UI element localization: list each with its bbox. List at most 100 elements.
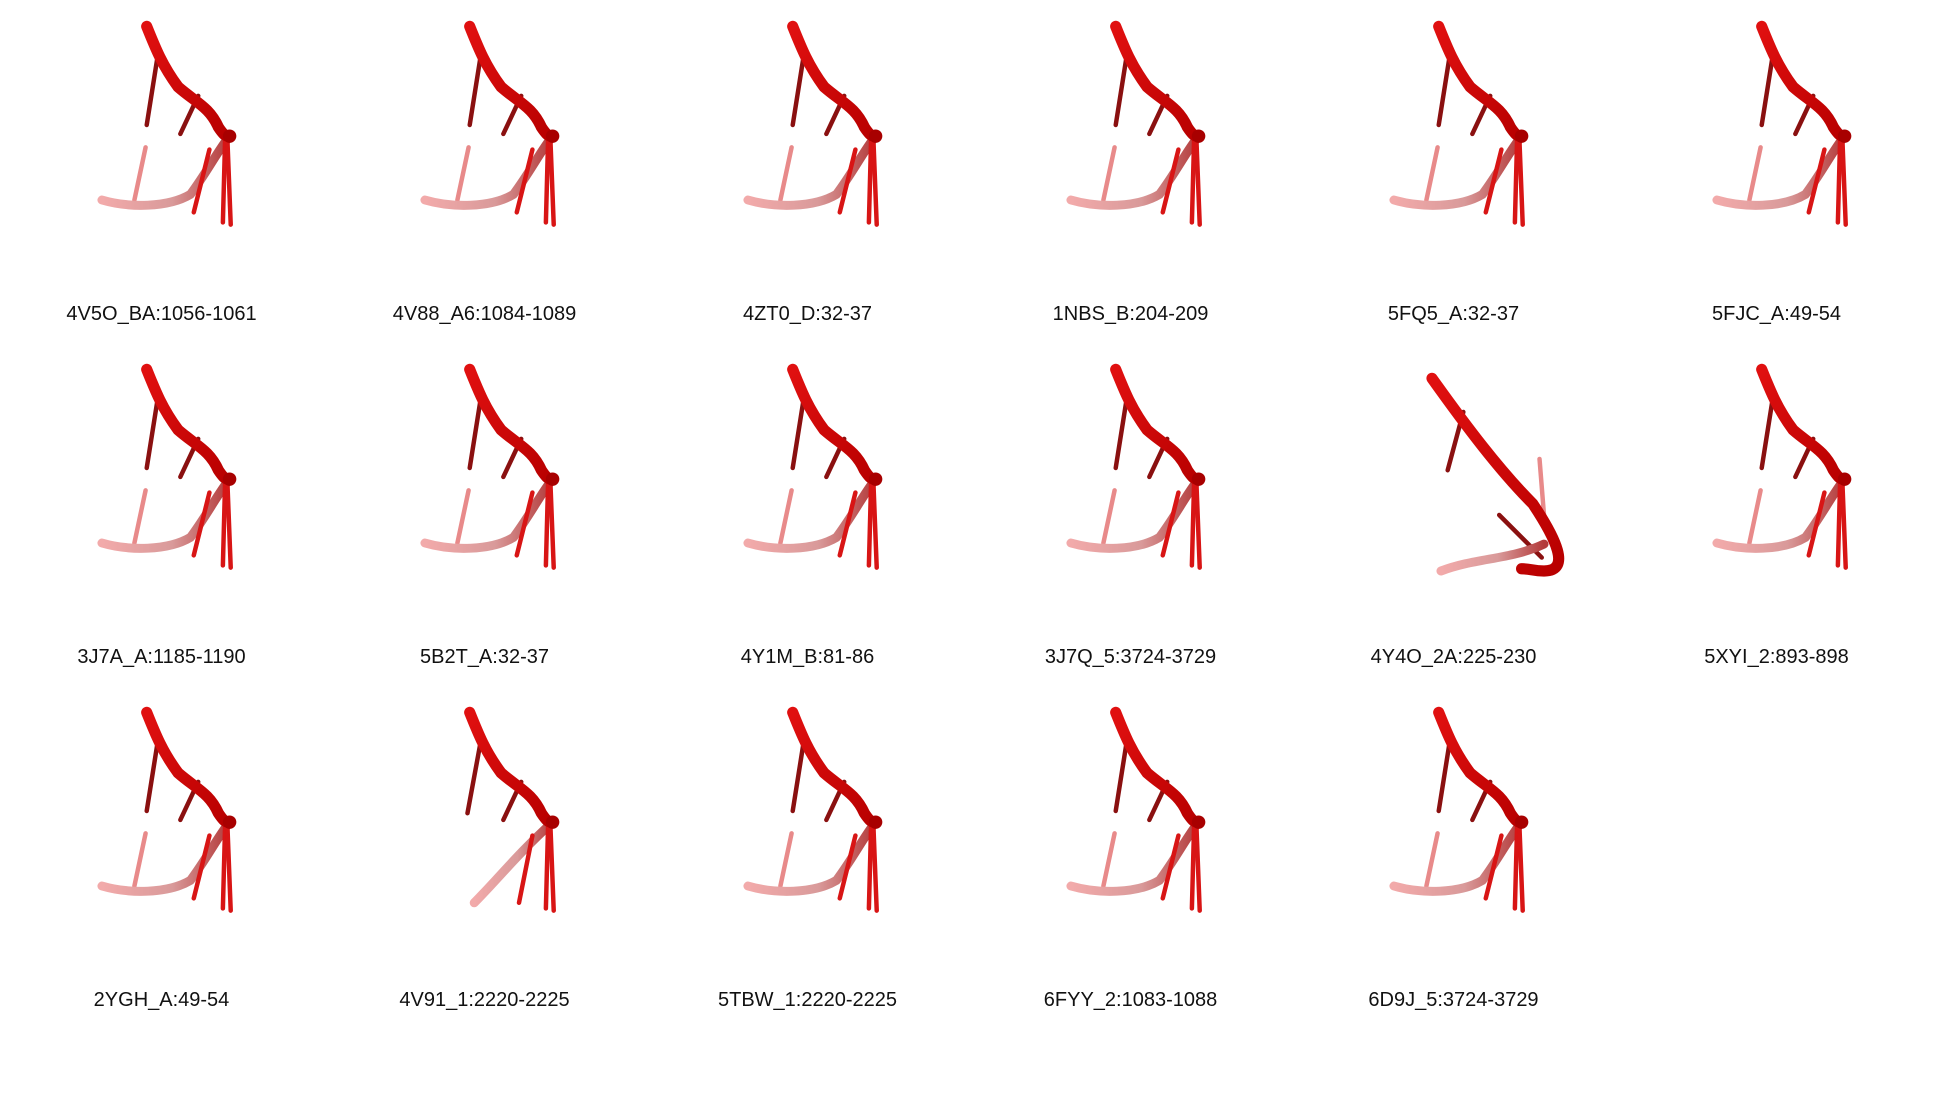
base-front-1 xyxy=(514,490,535,558)
strand-end-node xyxy=(868,815,883,829)
structure-label: 1NBS_B:204-209 xyxy=(1052,303,1209,325)
base-back-1 xyxy=(790,738,807,814)
strand-end-node xyxy=(1191,472,1206,486)
structure-label: 5XYI_2:893-898 xyxy=(1704,646,1849,668)
base-front-3 xyxy=(225,479,233,570)
structure-panel: 5XYI_2:893-898 xyxy=(1615,343,1938,686)
base-front-3 xyxy=(225,136,233,227)
base-front-3 xyxy=(1194,479,1202,570)
base-front-1 xyxy=(837,147,858,215)
structure-label: 4ZT0_D:32-37 xyxy=(743,303,872,325)
backbone-lower xyxy=(420,131,558,210)
base-front-1 xyxy=(191,147,212,215)
backbone-lower xyxy=(1066,474,1204,553)
backbone-lower xyxy=(1389,131,1527,210)
strand-end-node xyxy=(868,129,883,143)
base-front-2 xyxy=(220,136,228,225)
base-front-3 xyxy=(548,822,556,913)
base-front-1 xyxy=(191,833,212,901)
base-front-3 xyxy=(1840,479,1848,570)
structure-label: 6D9J_5:3724-3729 xyxy=(1368,989,1539,1011)
rna-fragment-render xyxy=(1066,363,1206,570)
backbone-lower xyxy=(743,131,881,210)
base-back-1 xyxy=(144,52,161,128)
base-back-3 xyxy=(1101,145,1117,203)
strand-end-node xyxy=(1191,129,1206,143)
structure-panel: 4ZT0_D:32-37 xyxy=(646,0,969,343)
base-back-1 xyxy=(1113,395,1130,471)
base-front-3 xyxy=(1517,822,1525,913)
base-front-3 xyxy=(871,479,879,570)
backbone-lower xyxy=(1066,131,1204,210)
rna-fragment-render xyxy=(1712,363,1852,570)
rna-fragment-render xyxy=(97,363,237,570)
base-front-3 xyxy=(1194,822,1202,913)
base-front-1 xyxy=(1483,833,1504,901)
base-back-1 xyxy=(1759,395,1776,471)
base-front-1 xyxy=(1160,147,1181,215)
base-front-2 xyxy=(1835,479,1843,568)
base-front-2 xyxy=(1189,136,1197,225)
backbone-lower xyxy=(1389,817,1527,896)
structure-panel: 3J7A_A:1185-1190 xyxy=(0,343,323,686)
base-back-1 xyxy=(790,52,807,128)
structure-panel: 5FQ5_A:32-37 xyxy=(1292,0,1615,343)
base-front-2 xyxy=(866,479,874,568)
structure-label: 3J7A_A:1185-1190 xyxy=(77,646,246,668)
strand-end-node xyxy=(1837,129,1852,143)
base-front-2 xyxy=(220,479,228,568)
structure-label: 3J7Q_5:3724-3729 xyxy=(1044,646,1217,668)
strand-end-node xyxy=(1191,815,1206,829)
base-front-3 xyxy=(1840,136,1848,227)
backbone-lower xyxy=(743,817,881,896)
base-back-3 xyxy=(778,831,794,889)
backbone-lower xyxy=(1712,131,1850,210)
base-front-3 xyxy=(1517,136,1525,227)
base-front-3 xyxy=(1194,136,1202,227)
strand-end-node xyxy=(222,129,237,143)
strand-end-node xyxy=(222,472,237,486)
base-front-2 xyxy=(1835,136,1843,225)
rna-fragment-render xyxy=(1426,372,1565,577)
base-front-2 xyxy=(1189,822,1197,911)
backbone-lower xyxy=(469,817,558,908)
structure-label: 4Y1M_B:81-86 xyxy=(740,646,875,668)
base-front-1 xyxy=(1160,490,1181,558)
base-front-2 xyxy=(543,136,551,225)
base-back-3 xyxy=(455,488,471,546)
rna-fragment-render xyxy=(1066,706,1206,913)
base-front-1 xyxy=(837,490,858,558)
structure-panel: 4Y4O_2A:225-230 xyxy=(1292,343,1615,686)
base-back-1 xyxy=(1113,738,1130,814)
base-back-3 xyxy=(132,488,148,546)
base-front-1 xyxy=(514,147,535,215)
structure-panel: 5TBW_1:2220-2225 xyxy=(646,686,969,1029)
structure-label: 4Y4O_2A:225-230 xyxy=(1370,646,1537,668)
base-front-2 xyxy=(866,136,874,225)
structure-label: 5FQ5_A:32-37 xyxy=(1387,303,1520,325)
rna-fragment-render xyxy=(743,20,883,227)
base-front-2 xyxy=(1189,479,1197,568)
base-front-3 xyxy=(871,822,879,913)
base-back-3 xyxy=(778,488,794,546)
backbone-lower xyxy=(1066,817,1204,896)
base-back-3 xyxy=(1101,488,1117,546)
base-front-2 xyxy=(220,822,228,911)
structure-panel: 4V88_A6:1084-1089 xyxy=(323,0,646,343)
rna-fragment-render xyxy=(743,706,883,913)
base-back-1 xyxy=(467,52,484,128)
base-back-3 xyxy=(455,145,471,203)
base-back-1 xyxy=(790,395,807,471)
structure-panel: 3J7Q_5:3724-3729 xyxy=(969,343,1292,686)
backbone-lower xyxy=(1712,474,1850,553)
structure-panel: 2YGH_A:49-54 xyxy=(0,686,323,1029)
structure-label: 5B2T_A:32-37 xyxy=(420,646,549,668)
strand-end-node xyxy=(545,815,560,829)
base-front-2 xyxy=(1512,822,1520,911)
base-back-3 xyxy=(1424,831,1440,889)
strand-end-node xyxy=(222,815,237,829)
backbone-upper xyxy=(1426,372,1565,577)
strand-end-node xyxy=(545,472,560,486)
base-back-3 xyxy=(132,145,148,203)
